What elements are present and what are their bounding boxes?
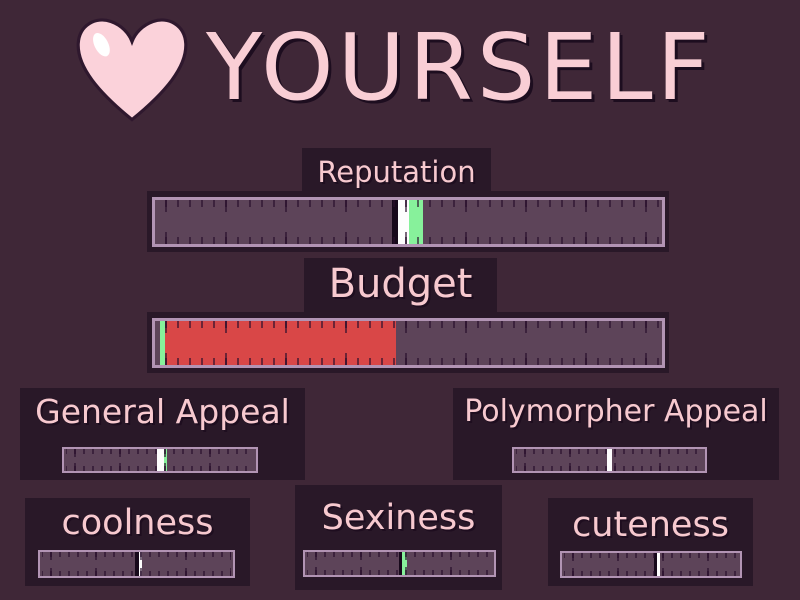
general-appeal-bar-track <box>62 447 258 473</box>
cuteness-label: cuteness <box>572 505 729 545</box>
budget-marker-green <box>160 321 166 365</box>
budget-label: Budget <box>304 258 497 313</box>
coolness-marker-dark <box>134 552 139 576</box>
general-appeal-label: General Appeal <box>35 392 290 431</box>
reputation-bar-backdrop <box>147 191 669 252</box>
polymorpher-appeal-label: Polymorpher Appeal <box>464 394 768 429</box>
sexiness-bar-track <box>303 550 496 577</box>
cuteness-marker-dark <box>654 553 658 576</box>
coolness-marker-white <box>139 552 142 576</box>
sexiness-label: Sexiness <box>321 498 476 538</box>
polymorpher-appeal-marker-white <box>607 449 613 471</box>
stat-coolness: coolness <box>25 498 250 586</box>
stat-general-appeal: General Appeal <box>20 388 305 480</box>
page-title: YOURSELF <box>206 14 714 121</box>
reputation-label: Reputation <box>302 148 491 197</box>
general-appeal-marker-white <box>156 449 164 471</box>
stat-polymorpher-appeal: Polymorpher Appeal <box>453 388 779 480</box>
stat-sexiness: Sexiness <box>295 485 502 590</box>
sexiness-marker-green <box>401 552 407 575</box>
stat-cuteness: cuteness <box>548 498 753 586</box>
general-appeal-marker-green <box>164 449 168 471</box>
reputation-marker-white <box>397 200 409 244</box>
cuteness-bar-track <box>560 551 742 578</box>
reputation-marker-green <box>409 200 423 244</box>
budget-bar-track <box>152 318 665 368</box>
budget-bar-backdrop <box>147 312 669 373</box>
sexiness-marker-dark <box>398 552 402 575</box>
heart-icon <box>76 18 188 122</box>
polymorpher-appeal-bar-track <box>512 447 707 473</box>
coolness-bar-track <box>38 550 235 578</box>
reputation-bar-track <box>152 197 665 247</box>
budget-fill <box>165 321 397 365</box>
cuteness-marker-white <box>657 553 661 576</box>
coolness-label: coolness <box>61 503 214 543</box>
reputation-marker-dark <box>391 200 398 244</box>
